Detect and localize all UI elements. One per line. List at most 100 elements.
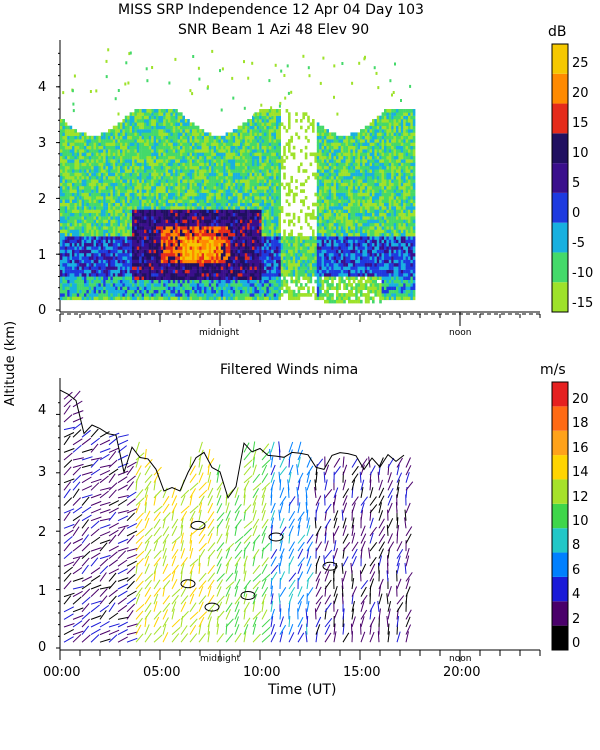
snr-cell	[223, 232, 226, 237]
snr-cell	[127, 252, 130, 257]
snr-cell	[69, 232, 73, 237]
snr-cell	[103, 202, 106, 207]
snr-cell	[115, 273, 118, 277]
snr-cell	[141, 229, 145, 234]
snr-cell	[259, 162, 262, 167]
snr-cell	[148, 273, 152, 277]
snr-cell	[148, 232, 152, 237]
snr-cell	[139, 252, 142, 257]
snr-cell	[76, 182, 80, 187]
snr-cell	[134, 142, 137, 146]
snr-cell	[237, 286, 241, 290]
snr-cell	[237, 132, 241, 136]
snr-cell	[122, 186, 125, 190]
snr-cell	[69, 283, 73, 287]
snr-cell	[213, 159, 217, 163]
snr-cell	[153, 286, 157, 290]
snr-cell	[182, 286, 185, 290]
snr-cell	[206, 192, 209, 197]
snr-cell	[134, 172, 137, 177]
snr-cell	[72, 293, 75, 297]
snr-cell	[96, 155, 99, 160]
snr-cell	[182, 229, 185, 234]
snr-cell	[199, 259, 202, 264]
snr-cell	[64, 263, 68, 267]
snr-cell	[175, 222, 178, 227]
snr-cell	[252, 202, 255, 207]
snr-cell	[175, 182, 178, 187]
snr-cell	[228, 273, 231, 277]
snr-cell	[249, 162, 253, 167]
snr-cell	[271, 293, 274, 297]
snr-cell	[175, 286, 178, 290]
snr-cell	[254, 199, 257, 203]
snr-cell	[74, 269, 77, 274]
snr-cell	[218, 135, 221, 140]
snr-cell	[93, 239, 97, 244]
snr-cell	[259, 199, 262, 203]
snr-cell	[98, 286, 101, 290]
snr-cell	[180, 242, 183, 247]
snr-cell	[136, 252, 140, 257]
snr-cell	[237, 182, 241, 187]
snr-cell	[232, 239, 236, 244]
snr-cell	[144, 256, 147, 260]
snr-cell	[235, 252, 238, 257]
snr-cell	[60, 256, 63, 260]
snr-cell	[196, 263, 200, 267]
snr-cell	[184, 206, 188, 210]
snr-cell	[110, 222, 113, 227]
snr-cell	[79, 196, 82, 200]
snr-cell	[177, 259, 181, 264]
snr-cell	[146, 132, 149, 136]
snr-cell	[86, 172, 89, 177]
snr-cell	[252, 129, 255, 133]
snr-cell	[151, 266, 154, 270]
snr-cell	[201, 162, 205, 167]
snr-cell	[115, 186, 118, 190]
snr-cell	[124, 169, 128, 173]
snr-cell	[175, 259, 178, 264]
snr-cell	[79, 242, 82, 247]
snr-cell	[91, 202, 94, 207]
snr-cell	[69, 179, 73, 183]
snr-cell	[98, 212, 101, 217]
snr-cell	[254, 209, 257, 213]
snr-cell	[108, 269, 111, 274]
snr-cell	[192, 139, 195, 143]
snr-cell	[151, 296, 154, 301]
snr-cell	[115, 296, 118, 301]
snr-cell	[172, 252, 176, 257]
snr-cell	[220, 296, 224, 301]
snr-cell	[247, 192, 250, 197]
snr-cell	[175, 206, 178, 210]
snr-cell	[158, 129, 161, 133]
snr-cell	[223, 236, 226, 240]
snr-cell	[180, 142, 183, 146]
y-tick-label: 4	[38, 80, 47, 95]
snr-cell	[182, 186, 185, 190]
snr-cell	[110, 186, 113, 190]
snr-cell	[230, 209, 233, 213]
snr-cell	[254, 159, 257, 163]
snr-cell	[235, 145, 238, 150]
snr-cell	[208, 206, 212, 210]
snr-cell	[196, 236, 200, 240]
snr-cell	[84, 226, 87, 230]
snr-cell	[163, 293, 166, 297]
snr-cell	[180, 152, 183, 157]
snr-cell	[252, 259, 255, 264]
snr-cell	[132, 129, 135, 133]
snr-cell	[244, 149, 248, 153]
snr-cell	[187, 222, 190, 227]
snr-cell	[273, 259, 277, 264]
snr-cell	[76, 293, 80, 297]
snr-cell	[134, 269, 137, 274]
snr-cell	[139, 219, 142, 224]
snr-cell	[91, 162, 94, 167]
snr-cell	[213, 206, 217, 210]
snr-cell	[196, 219, 200, 224]
snr-cell	[230, 236, 233, 240]
snr-cell	[211, 236, 214, 240]
snr-cell	[120, 259, 123, 264]
